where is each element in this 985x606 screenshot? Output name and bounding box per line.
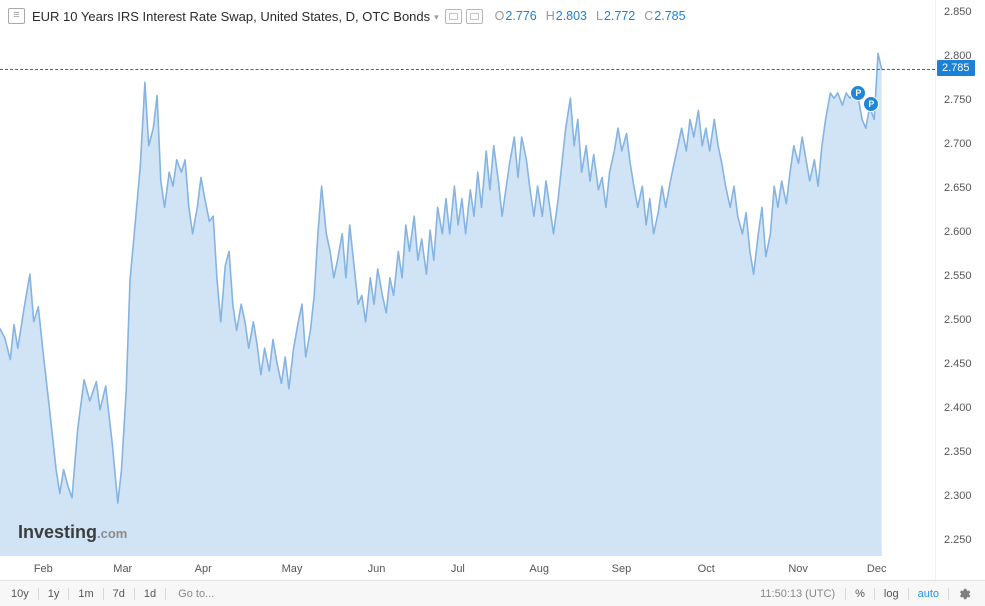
ohlc-readout: O2.776 H2.803 L2.772 C2.785 [495, 9, 695, 23]
last-price-badge: 2.785 [937, 60, 975, 77]
y-axis[interactable]: 2.785 2.850 2.800 2.750 2.700 2.650 2.600 2.55… [935, 0, 985, 580]
x-axis-label: Nov [788, 563, 808, 575]
last-price-line [0, 69, 935, 71]
y-axis-label: 2.500 [944, 314, 972, 326]
divider [37, 587, 39, 600]
divider [165, 587, 167, 600]
event-marker[interactable]: P [863, 95, 880, 112]
x-axis[interactable]: Feb Mar Apr May Jun Jul Aug Sep Oct Nov Dec [0, 558, 935, 580]
divider [102, 587, 104, 600]
toolbar-right: 11:50:13 (UTC) % log auto [750, 587, 985, 601]
ohlc-pair: H2.803 [545, 9, 587, 23]
ohlc-pair: O2.776 [494, 9, 537, 23]
legend-toggle-icon[interactable]: ≡ [8, 8, 25, 24]
symbol-title[interactable]: EUR 10 Years IRS Interest Rate Swap, Uni… [32, 9, 445, 24]
y-axis-label: 2.300 [944, 490, 972, 502]
x-axis-label: Jun [367, 563, 386, 575]
goto-button[interactable]: Go to... [178, 587, 215, 600]
range-button-1y[interactable]: 1y [47, 587, 60, 600]
divider [133, 587, 135, 600]
y-axis-label: 2.700 [944, 138, 972, 150]
y-axis-label: 2.600 [944, 226, 972, 238]
x-axis-label: May [281, 563, 303, 575]
page-title: EUR 10 Years IRS Interest Rate Swap, Uni… [32, 8, 431, 24]
chart-legend: ≡ EUR 10 Years IRS Interest Rate Swap, U… [8, 8, 695, 24]
brand-name: Investing [18, 522, 98, 542]
auto-scale-button[interactable]: auto [917, 587, 939, 600]
chevron-down-icon: ▾ [434, 11, 439, 22]
chart-style-icon[interactable] [444, 8, 462, 24]
y-axis-label: 2.650 [944, 182, 972, 194]
x-axis-label: Oct [697, 563, 715, 575]
gear-icon[interactable] [949, 587, 979, 601]
x-axis-label: Dec [866, 563, 887, 575]
y-axis-label: 2.400 [944, 402, 972, 414]
range-button-10y[interactable]: 10y [11, 587, 29, 600]
divider [845, 587, 847, 600]
chart-settings-icon[interactable] [465, 8, 483, 24]
y-axis-label: 2.450 [944, 358, 972, 370]
y-axis-label: 2.550 [944, 270, 972, 282]
x-axis-label: Feb [33, 563, 53, 575]
x-axis-label: Jul [450, 563, 465, 575]
x-axis-label: Apr [194, 563, 212, 575]
y-axis-label: 2.750 [944, 94, 972, 106]
y-axis-label: 2.850 [944, 6, 972, 18]
brand-watermark: Investing.com [18, 522, 127, 543]
y-axis-label: 2.350 [944, 446, 972, 458]
percent-scale-button[interactable]: % [855, 587, 865, 600]
ohlc-pair: C2.785 [644, 9, 686, 23]
x-axis-label: Aug [529, 563, 549, 575]
range-button-1m[interactable]: 1m [78, 587, 94, 600]
y-axis-label: 2.250 [944, 534, 972, 546]
divider [68, 587, 70, 600]
divider [907, 587, 909, 600]
range-buttons: 10y 1y 1m 7d 1d [0, 587, 165, 600]
price-area-chart [0, 52, 883, 557]
x-axis-label: Mar [113, 563, 133, 575]
ohlc-pair: L2.772 [596, 9, 636, 23]
divider [948, 587, 949, 600]
clock-display[interactable]: 11:50:13 (UTC) [760, 587, 836, 600]
log-scale-button[interactable]: log [883, 587, 899, 600]
event-marker[interactable]: P [850, 84, 867, 101]
series-area-fill [0, 53, 882, 557]
range-button-1d[interactable]: 1d [143, 587, 157, 600]
series-line [0, 52, 883, 504]
x-axis-label: Sep [611, 563, 632, 575]
range-button-7d[interactable]: 7d [112, 587, 125, 600]
y-axis-label: 2.800 [944, 50, 972, 62]
divider [873, 587, 875, 600]
brand-suffix: .com [97, 526, 128, 541]
bottom-toolbar: 10y 1y 1m 7d 1d Go to... 11:50:13 (UTC) % lo… [0, 580, 985, 606]
